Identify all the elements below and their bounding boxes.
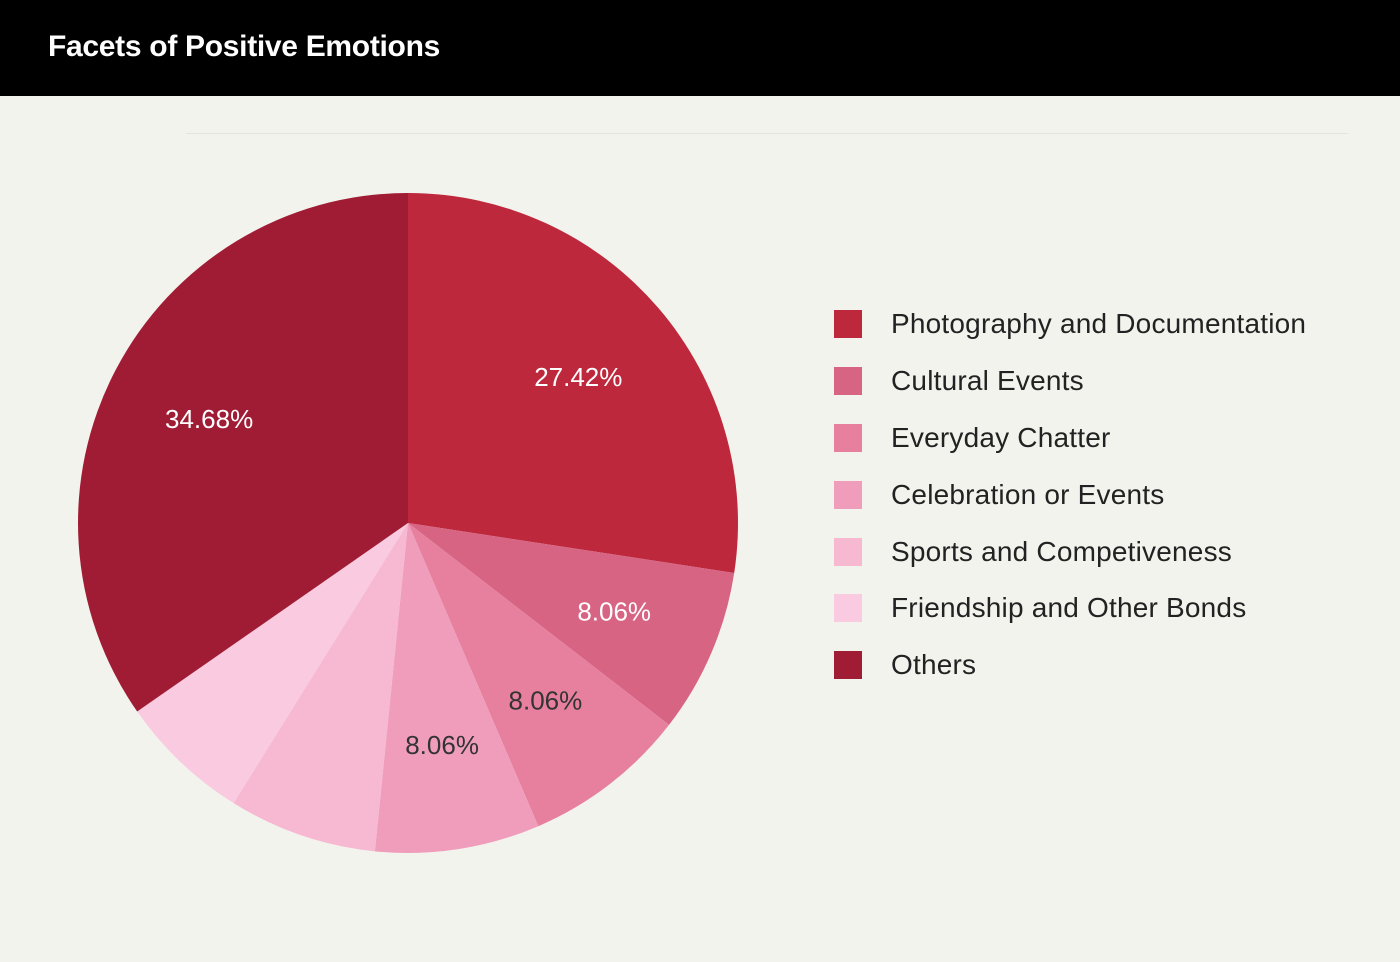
legend-item: Everyday Chatter: [834, 410, 1374, 467]
pie-slice: [137, 523, 408, 804]
slice-value-label: 34.68%: [165, 404, 253, 434]
legend-item: Sports and Competiveness: [834, 523, 1374, 580]
legend-item: Cultural Events: [834, 353, 1374, 410]
legend-swatch: [834, 423, 862, 452]
slice-value-label: 8.06%: [577, 597, 651, 627]
legend-swatch: [834, 594, 862, 623]
pie-slices: [78, 192, 738, 853]
legend-swatch: [834, 367, 862, 396]
pie-slice: [233, 523, 408, 852]
legend-label: Celebration or Events: [891, 478, 1165, 510]
legend-label: Everyday Chatter: [891, 421, 1111, 453]
pie-slice: [374, 523, 539, 853]
legend-swatch: [834, 310, 862, 339]
slice-value-label: 8.06%: [405, 730, 479, 760]
chart-legend: Photography and Documentation Cultural Ev…: [834, 296, 1374, 694]
slice-value-label: 27.42%: [534, 362, 622, 392]
divider-line: [186, 133, 1348, 134]
legend-label: Others: [891, 649, 977, 681]
legend-label: Sports and Competiveness: [891, 535, 1232, 567]
legend-label: Cultural Events: [891, 365, 1084, 397]
legend-swatch: [834, 537, 862, 566]
legend-item: Photography and Documentation: [834, 296, 1374, 353]
legend-label: Photography and Documentation: [891, 308, 1307, 340]
slice-value-label: 8.06%: [509, 685, 583, 715]
legend-label: Friendship and Other Bonds: [891, 592, 1247, 624]
legend-swatch: [834, 480, 862, 509]
pie-slice-labels: 27.42% 8.06% 8.06% 8.06% 34.68%: [165, 362, 651, 760]
legend-item: Others: [834, 637, 1374, 694]
header-bar: Facets of Positive Emotions: [0, 0, 1400, 96]
legend-swatch: [834, 651, 862, 680]
pie-slice: [408, 523, 670, 827]
pie-slice: [78, 192, 408, 712]
pie-slice: [408, 193, 738, 573]
pie-slice: [408, 523, 735, 725]
legend-item: Celebration or Events: [834, 466, 1374, 523]
chart-title: Facets of Positive Emotions: [48, 30, 440, 63]
legend-item: Friendship and Other Bonds: [834, 580, 1374, 637]
